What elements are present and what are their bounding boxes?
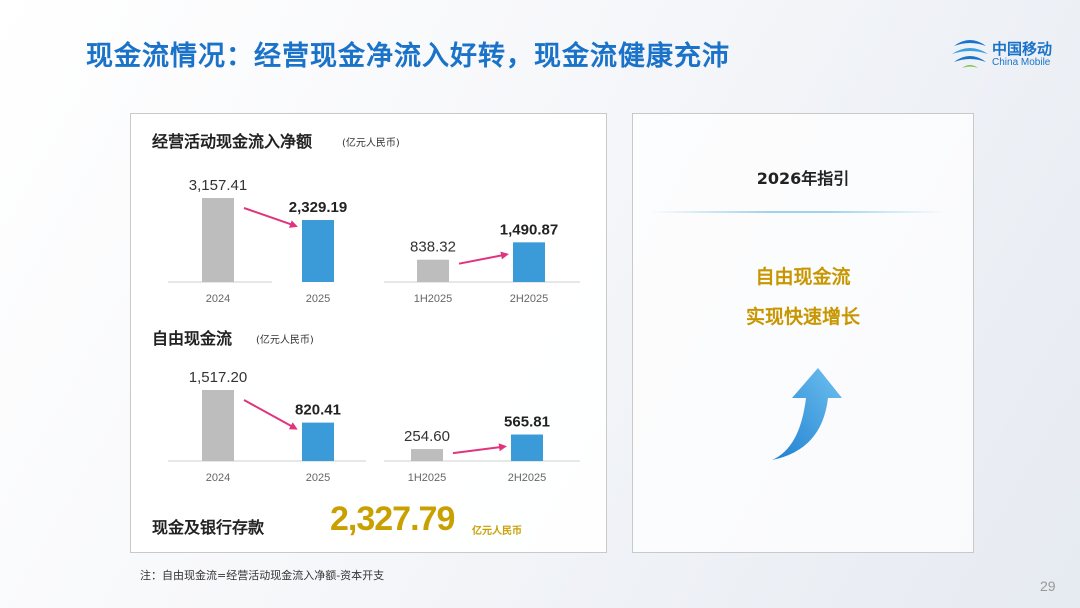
page-title: 现金流情况：经营现金净流入好转，现金流健康充沛 xyxy=(86,41,730,72)
cashflow-panel xyxy=(130,113,607,553)
cash-deposit-value: 2,327.79 xyxy=(330,500,455,538)
china-mobile-logo-icon xyxy=(952,40,988,68)
guidance-panel xyxy=(632,113,974,553)
guidance-line-1: 自由现金流 xyxy=(755,266,851,288)
logo-text-cn: 中国移动 xyxy=(992,40,1053,58)
guidance-line-2: 实现快速增长 xyxy=(745,306,860,328)
operating-cashflow-unit: (亿元人民币) xyxy=(342,138,400,149)
logo-text-en: China Mobile xyxy=(992,57,1051,68)
page-number: 29 xyxy=(1040,578,1056,594)
free-cashflow-unit: (亿元人民币) xyxy=(256,335,314,346)
cash-deposit-unit: 亿元人民币 xyxy=(472,526,522,537)
guidance-title: 2026年指引 xyxy=(756,169,850,188)
footnote: 注：自由现金流=经营活动现金流入净额-资本开支 xyxy=(140,569,385,582)
operating-cashflow-title: 经营活动现金流入净额 xyxy=(152,132,313,151)
cash-deposit-label: 现金及银行存款 xyxy=(152,518,265,537)
china-mobile-logo: 中国移动 China Mobile xyxy=(950,36,1060,72)
free-cashflow-title: 自由现金流 xyxy=(152,329,233,348)
guidance-divider xyxy=(650,211,946,213)
